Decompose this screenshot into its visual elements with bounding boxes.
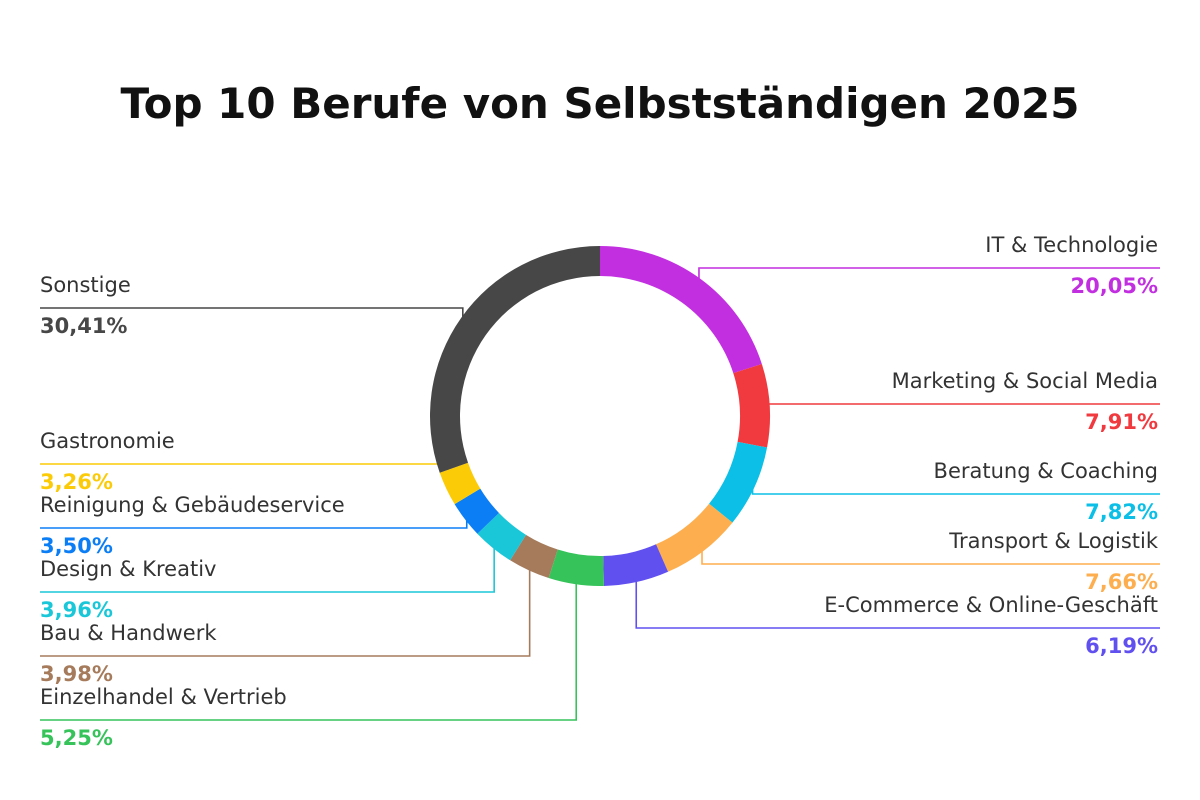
data-label: 7,82% [1085, 500, 1158, 524]
slice [454, 488, 499, 534]
slice [430, 246, 600, 473]
leader-line [698, 267, 1160, 281]
leader-line [40, 546, 495, 593]
data-label: 30,41% [40, 314, 127, 338]
legend-label: E-Commerce & Online-Geschäft [824, 593, 1158, 617]
legend-label: Design & Kreativ [40, 557, 216, 581]
legend-label: Transport & Logistik [948, 529, 1159, 553]
data-label: 7,66% [1085, 570, 1158, 594]
slice [548, 549, 604, 586]
legend-label: Sonstige [40, 273, 131, 297]
slice [510, 534, 558, 579]
legend-label: Beratung & Coaching [934, 459, 1158, 483]
data-label: 3,96% [40, 598, 113, 622]
data-label: 7,91% [1085, 410, 1158, 434]
leader-line [766, 403, 1160, 406]
slice [733, 363, 770, 448]
slice [603, 544, 669, 586]
leader-line [40, 568, 531, 657]
leader-line [40, 582, 578, 721]
legend-label: Gastronomie [40, 429, 175, 453]
slice [477, 512, 526, 561]
chart-title: Top 10 Berufe von Selbstständigen 2025 [121, 79, 1080, 128]
data-label: 3,98% [40, 662, 113, 686]
slice [439, 462, 481, 505]
legend-label: Reinigung & Gebäudeservice [40, 493, 345, 517]
data-label: 20,05% [1071, 274, 1158, 298]
legend-label: IT & Technologie [985, 233, 1158, 257]
leader-line [751, 486, 1160, 495]
legend-label: Einzelhandel & Vertrieb [40, 685, 287, 709]
leader-line [40, 307, 464, 320]
data-label: 5,25% [40, 726, 113, 750]
slice [709, 441, 768, 523]
data-label: 3,50% [40, 534, 113, 558]
legend-label: Bau & Handwerk [40, 621, 217, 645]
slice [600, 246, 762, 374]
data-label: 6,19% [1085, 634, 1158, 658]
leader-line [701, 549, 1160, 565]
data-label: 3,26% [40, 470, 113, 494]
leader-line [40, 518, 468, 529]
leader-line [635, 580, 1160, 629]
slice [656, 503, 733, 572]
legend-label: Marketing & Social Media [892, 369, 1158, 393]
